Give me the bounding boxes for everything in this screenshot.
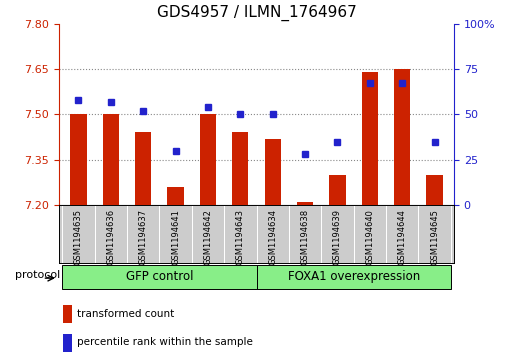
Bar [297,202,313,205]
Bar [135,132,151,205]
Bar [321,205,353,263]
Text: GFP control: GFP control [126,270,193,283]
Bar [200,114,216,205]
Text: GSM1194640: GSM1194640 [365,209,374,265]
Bar [63,334,72,352]
Text: GSM1194635: GSM1194635 [74,209,83,265]
Text: GSM1194636: GSM1194636 [106,209,115,265]
Text: percentile rank within the sample: percentile rank within the sample [77,337,252,347]
Bar [62,205,94,263]
Bar [167,187,184,205]
Text: GSM1194642: GSM1194642 [204,209,212,265]
Title: GDS4957 / ILMN_1764967: GDS4957 / ILMN_1764967 [156,5,357,21]
Bar [256,205,289,263]
Text: GSM1194639: GSM1194639 [333,209,342,265]
Text: GSM1194634: GSM1194634 [268,209,277,265]
Bar [224,205,256,263]
Bar [394,69,410,205]
Bar [192,205,224,263]
Bar [63,305,72,322]
Text: GSM1194644: GSM1194644 [398,209,407,265]
Bar [62,265,256,289]
Bar [289,205,321,263]
Bar [70,114,87,205]
Bar [127,205,160,263]
Text: GSM1194638: GSM1194638 [301,209,309,265]
Bar [353,205,386,263]
Text: transformed count: transformed count [77,309,174,319]
Text: GSM1194645: GSM1194645 [430,209,439,265]
Bar [103,114,119,205]
Text: protocol: protocol [15,270,60,281]
Text: GSM1194637: GSM1194637 [139,209,148,265]
Bar [426,175,443,205]
Bar [362,72,378,205]
Bar [419,205,451,263]
Bar [386,205,419,263]
Bar [160,205,192,263]
Bar [94,205,127,263]
Bar [232,132,248,205]
Bar [265,139,281,205]
Bar [256,265,451,289]
Text: FOXA1 overexpression: FOXA1 overexpression [287,270,420,283]
Bar [329,175,346,205]
Text: GSM1194641: GSM1194641 [171,209,180,265]
Text: GSM1194643: GSM1194643 [236,209,245,265]
